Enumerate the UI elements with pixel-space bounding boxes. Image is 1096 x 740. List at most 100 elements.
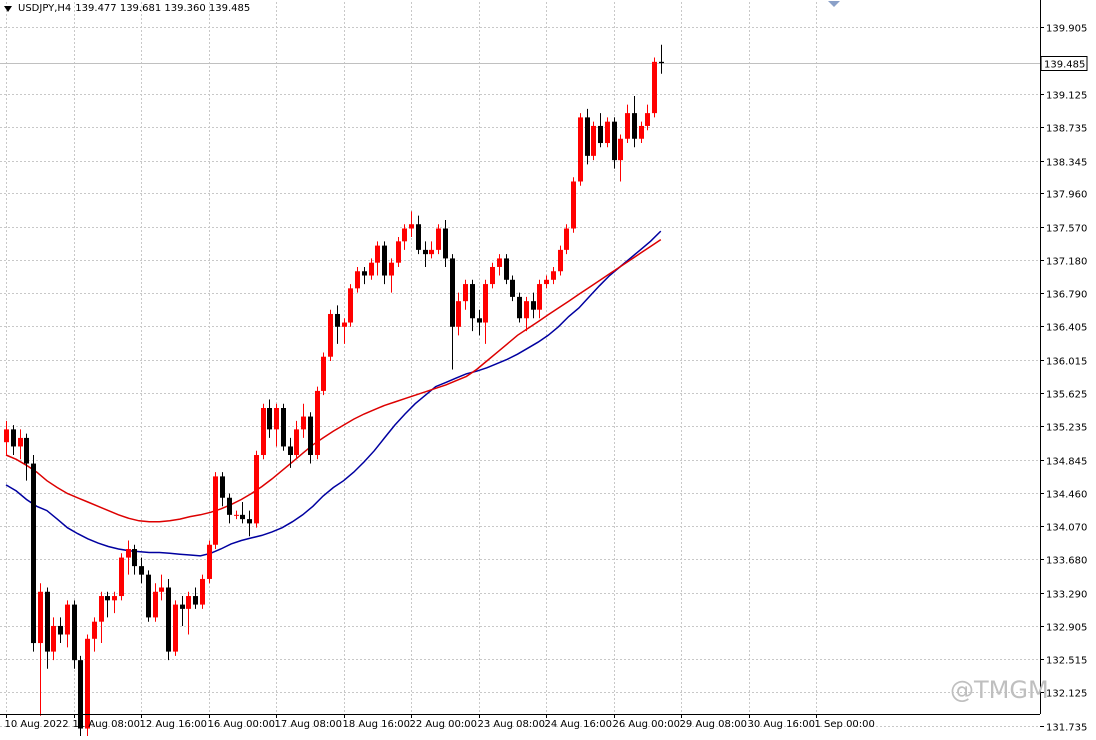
dropdown-triangle-icon[interactable] xyxy=(4,5,12,12)
candle-bear xyxy=(531,292,536,319)
candle-body xyxy=(375,245,380,263)
y-tick-label: 139.905 xyxy=(1046,24,1087,35)
ohlc-readout: 139.477 139.681 139.360 139.485 xyxy=(75,3,251,14)
candle-body xyxy=(578,117,583,182)
candle-body xyxy=(254,455,259,524)
candle-bear xyxy=(659,44,664,74)
candle-bull xyxy=(369,258,374,280)
candle-body xyxy=(112,596,117,601)
candle-body xyxy=(294,429,299,456)
candle-bear xyxy=(78,655,83,738)
candle-body xyxy=(348,288,353,323)
candle-bull xyxy=(85,634,90,740)
candle-bull xyxy=(639,121,644,144)
candle-bull xyxy=(119,553,124,601)
candle-bull xyxy=(571,177,576,233)
candle-body xyxy=(11,429,16,447)
y-tick-label: 137.180 xyxy=(1046,257,1087,268)
candle-bull xyxy=(65,600,70,648)
candle-bull xyxy=(207,540,212,584)
candle-bear xyxy=(267,399,272,438)
x-tick-label: 16 Aug 00:00 xyxy=(208,719,275,730)
candle-body xyxy=(456,301,461,327)
candle-body xyxy=(180,604,185,609)
y-tick-label: 136.405 xyxy=(1046,323,1087,334)
candle-body xyxy=(274,408,279,430)
candle-bear xyxy=(510,275,515,302)
candle-body xyxy=(126,549,131,558)
x-tick-label: 23 Aug 08:00 xyxy=(478,719,545,730)
candle-bear xyxy=(132,544,137,575)
x-tick-label: 18 Aug 16:00 xyxy=(343,719,410,730)
candle-bear xyxy=(517,292,522,323)
candle-bear xyxy=(146,570,151,622)
candle-body xyxy=(342,322,347,327)
candle-bear xyxy=(504,254,509,285)
candle-body xyxy=(652,61,657,114)
candle-body xyxy=(51,625,56,652)
candle-bear xyxy=(335,305,340,344)
candle-body xyxy=(234,514,239,516)
candle-body xyxy=(443,228,448,259)
candle-bull xyxy=(294,420,299,460)
candle-body xyxy=(240,514,245,520)
candle-bull xyxy=(375,241,380,276)
candle-bear xyxy=(612,117,617,169)
y-tick-label: 135.235 xyxy=(1046,423,1087,434)
candle-body xyxy=(288,446,293,456)
candle-body xyxy=(119,557,124,597)
watermark-logo: @TMGM xyxy=(950,676,1049,704)
y-tick-label: 132.905 xyxy=(1046,623,1087,634)
y-tick-label: 134.845 xyxy=(1046,457,1087,468)
candle-bull xyxy=(51,617,56,661)
x-tick-label: 12 Aug 16:00 xyxy=(140,719,207,730)
candle-bull xyxy=(159,574,164,601)
y-tick-label: 138.345 xyxy=(1046,158,1087,169)
candle-bull xyxy=(254,450,259,528)
candle-bull xyxy=(429,241,434,259)
candle-body xyxy=(416,224,421,250)
candle-bear xyxy=(470,279,475,332)
candle-body xyxy=(328,313,333,357)
candle-body xyxy=(99,596,104,622)
candle-bull xyxy=(99,591,104,644)
candle-bull xyxy=(490,262,495,289)
candle-body xyxy=(470,284,475,319)
moving-averages xyxy=(5,230,662,557)
candle-body xyxy=(625,113,630,139)
candle-body xyxy=(423,249,428,255)
candle-body xyxy=(497,258,502,267)
candle-body xyxy=(31,463,36,644)
candle-bull xyxy=(544,275,549,289)
candle-body xyxy=(558,249,563,272)
candle-body xyxy=(639,125,644,139)
candle-body xyxy=(207,544,212,579)
chart-shift-marker-icon[interactable] xyxy=(828,1,840,7)
y-tick-label: 136.790 xyxy=(1046,290,1087,301)
candle-bear xyxy=(382,241,387,285)
candles xyxy=(4,44,664,740)
candle-body xyxy=(220,476,225,498)
x-tick-label: 29 Aug 08:00 xyxy=(680,719,747,730)
y-tick-label: 133.290 xyxy=(1046,590,1087,601)
moving-average-fast-line xyxy=(5,230,662,557)
candle-bear xyxy=(288,437,293,468)
candle-body xyxy=(166,587,171,652)
candle-bull xyxy=(328,309,333,361)
candle-body xyxy=(139,566,144,575)
candle-bull xyxy=(213,472,218,550)
candle-body xyxy=(659,61,664,64)
candle-bear xyxy=(166,578,171,661)
candle-body xyxy=(436,228,441,250)
candle-body xyxy=(463,284,468,302)
candle-bull xyxy=(456,292,461,336)
candle-bear xyxy=(423,241,428,267)
candle-body xyxy=(72,604,77,661)
candle-bull xyxy=(321,352,326,396)
candle-bull xyxy=(409,211,414,238)
candle-bull xyxy=(389,258,394,293)
y-tick-label: 134.460 xyxy=(1046,490,1087,501)
